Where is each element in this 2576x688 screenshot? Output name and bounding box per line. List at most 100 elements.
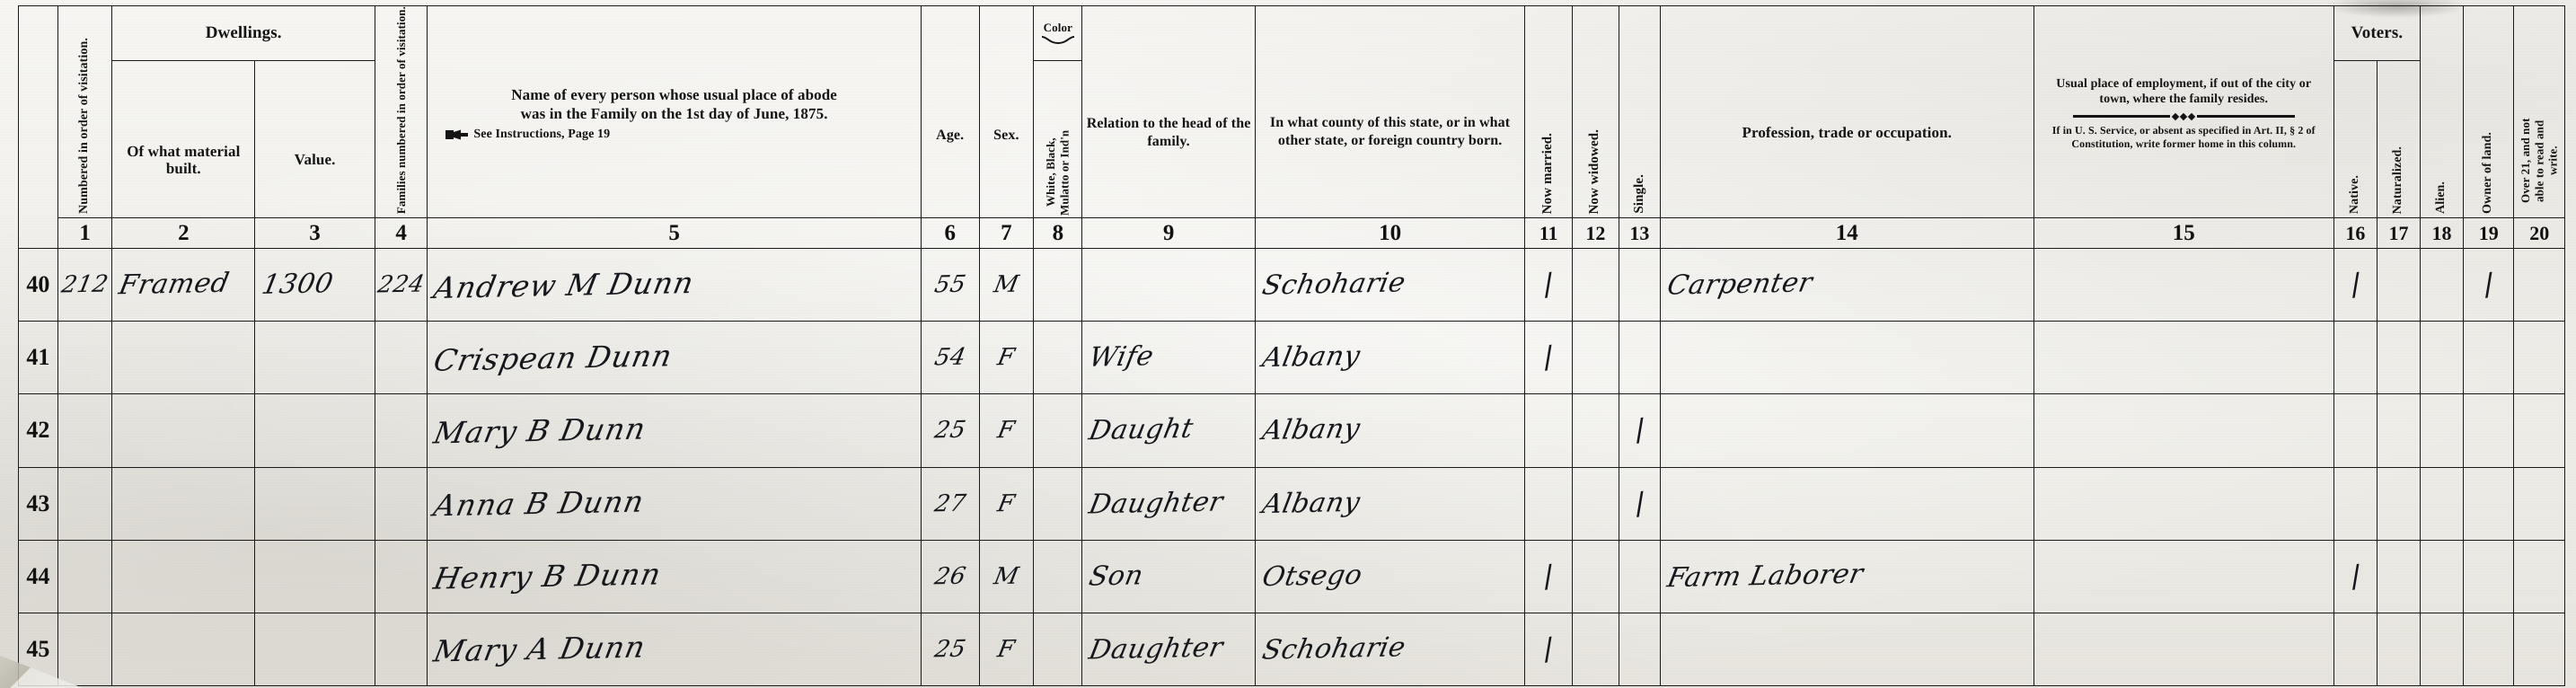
cell-dwelling-value[interactable] <box>254 466 375 541</box>
cell-native-voter[interactable]: / <box>2333 248 2378 322</box>
cell-alien[interactable] <box>2419 321 2465 395</box>
cell-occupation[interactable] <box>1659 393 2034 468</box>
cell-occupation[interactable]: Carpenter <box>1659 248 2034 322</box>
cell-owner-of-land[interactable] <box>2463 393 2515 468</box>
cell-birthplace[interactable]: Albany <box>1254 466 1526 541</box>
cell-dwelling-value[interactable] <box>254 321 375 395</box>
cell-material-built[interactable] <box>111 393 256 468</box>
cell-dwelling-order[interactable] <box>57 466 113 541</box>
cell-family-order[interactable] <box>374 539 428 613</box>
cell-family-order[interactable]: 224 <box>374 248 428 322</box>
cell-dwelling-order[interactable] <box>57 612 113 686</box>
cell-color[interactable] <box>1033 466 1083 541</box>
cell-dwelling-value[interactable] <box>254 612 375 686</box>
cell-naturalized-voter[interactable] <box>2376 393 2421 468</box>
cell-place-of-employment[interactable] <box>2033 466 2334 541</box>
cell-color[interactable] <box>1033 248 1083 322</box>
cell-age[interactable]: 55 <box>920 248 980 322</box>
cell-age[interactable]: 54 <box>920 321 980 395</box>
cell-color[interactable] <box>1033 539 1083 613</box>
cell-sex[interactable]: M <box>978 539 1035 613</box>
cell-birthplace[interactable]: Albany <box>1254 393 1526 468</box>
cell-now-widowed[interactable] <box>1571 321 1619 395</box>
cell-sex[interactable]: F <box>978 393 1035 468</box>
cell-now-married[interactable]: / <box>1524 321 1573 395</box>
cell-single[interactable] <box>1618 539 1661 613</box>
cell-relation[interactable] <box>1081 248 1256 322</box>
cell-age[interactable]: 25 <box>920 393 980 468</box>
cell-family-order[interactable] <box>374 466 428 541</box>
cell-illiterate-over-21[interactable] <box>2513 466 2565 541</box>
cell-naturalized-voter[interactable] <box>2376 321 2421 395</box>
cell-native-voter[interactable] <box>2333 612 2378 686</box>
cell-relation[interactable]: Wife <box>1081 321 1256 395</box>
cell-sex[interactable]: F <box>978 612 1035 686</box>
cell-now-widowed[interactable] <box>1571 466 1619 541</box>
cell-now-married[interactable]: / <box>1524 612 1573 686</box>
cell-person-name[interactable]: Mary B Dunn <box>427 393 922 468</box>
cell-naturalized-voter[interactable] <box>2376 612 2421 686</box>
cell-relation[interactable]: Daught <box>1081 393 1256 468</box>
cell-birthplace[interactable]: Albany <box>1254 321 1526 395</box>
cell-now-married[interactable] <box>1524 466 1573 541</box>
cell-native-voter[interactable] <box>2333 393 2378 468</box>
cell-family-order[interactable] <box>374 321 428 395</box>
cell-occupation[interactable] <box>1659 321 2034 395</box>
cell-illiterate-over-21[interactable] <box>2513 539 2565 613</box>
cell-color[interactable] <box>1033 321 1083 395</box>
cell-person-name[interactable]: Anna B Dunn <box>427 466 922 541</box>
cell-place-of-employment[interactable] <box>2033 393 2334 468</box>
cell-single[interactable]: / <box>1618 466 1661 541</box>
cell-age[interactable]: 27 <box>920 466 980 541</box>
cell-occupation[interactable]: Farm Laborer <box>1659 539 2034 613</box>
cell-owner-of-land[interactable] <box>2463 321 2515 395</box>
cell-single[interactable] <box>1618 321 1661 395</box>
cell-owner-of-land[interactable] <box>2463 612 2515 686</box>
cell-family-order[interactable] <box>374 612 428 686</box>
cell-dwelling-value[interactable] <box>254 393 375 468</box>
cell-alien[interactable] <box>2419 466 2465 541</box>
cell-dwelling-order[interactable] <box>57 539 113 613</box>
cell-alien[interactable] <box>2419 539 2465 613</box>
cell-dwelling-value[interactable] <box>254 539 375 613</box>
cell-occupation[interactable] <box>1659 466 2034 541</box>
cell-dwelling-order[interactable] <box>57 393 113 468</box>
cell-now-widowed[interactable] <box>1571 539 1619 613</box>
cell-person-name[interactable]: Henry B Dunn <box>427 539 922 613</box>
cell-now-widowed[interactable] <box>1571 248 1619 322</box>
cell-person-name[interactable]: Crispean Dunn <box>427 321 922 395</box>
cell-place-of-employment[interactable] <box>2033 612 2334 686</box>
cell-illiterate-over-21[interactable] <box>2513 321 2565 395</box>
cell-material-built[interactable] <box>111 612 256 686</box>
cell-owner-of-land[interactable] <box>2463 466 2515 541</box>
cell-birthplace[interactable]: Schoharie <box>1254 248 1526 322</box>
cell-now-widowed[interactable] <box>1571 393 1619 468</box>
cell-alien[interactable] <box>2419 612 2465 686</box>
cell-native-voter[interactable]: / <box>2333 539 2378 613</box>
cell-person-name[interactable]: Andrew M Dunn <box>427 248 922 322</box>
cell-native-voter[interactable] <box>2333 466 2378 541</box>
cell-age[interactable]: 25 <box>920 612 980 686</box>
cell-single[interactable] <box>1618 248 1661 322</box>
cell-birthplace[interactable]: Otsego <box>1254 539 1526 613</box>
cell-material-built[interactable] <box>111 321 256 395</box>
cell-sex[interactable]: M <box>978 248 1035 322</box>
cell-relation[interactable]: Daughter <box>1081 612 1256 686</box>
cell-single[interactable]: / <box>1618 393 1661 468</box>
cell-naturalized-voter[interactable] <box>2376 539 2421 613</box>
cell-illiterate-over-21[interactable] <box>2513 248 2565 322</box>
cell-now-married[interactable]: / <box>1524 539 1573 613</box>
cell-relation[interactable]: Daughter <box>1081 466 1256 541</box>
cell-material-built[interactable] <box>111 539 256 613</box>
cell-age[interactable]: 26 <box>920 539 980 613</box>
cell-naturalized-voter[interactable] <box>2376 248 2421 322</box>
cell-illiterate-over-21[interactable] <box>2513 612 2565 686</box>
cell-owner-of-land[interactable]: / <box>2463 248 2515 322</box>
cell-material-built[interactable] <box>111 466 256 541</box>
cell-illiterate-over-21[interactable] <box>2513 393 2565 468</box>
cell-now-married[interactable] <box>1524 393 1573 468</box>
cell-place-of-employment[interactable] <box>2033 539 2334 613</box>
cell-dwelling-value[interactable]: 1300 <box>254 248 375 322</box>
cell-relation[interactable]: Son <box>1081 539 1256 613</box>
cell-material-built[interactable]: Framed <box>111 248 256 322</box>
